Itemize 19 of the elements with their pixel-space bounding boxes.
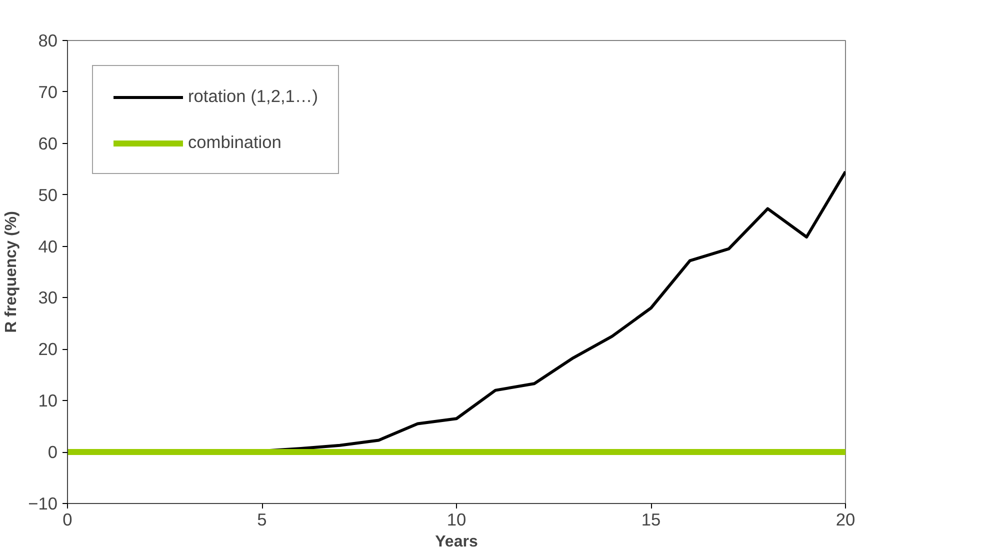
y-tick-label: 20 [38,339,58,360]
x-tick-label: 15 [641,510,661,530]
y-tick-label: 30 [38,288,58,308]
x-tick-label: 10 [446,510,466,530]
y-tick-label: 70 [38,82,58,102]
y-tick-label: 40 [38,236,58,256]
x-tick-label: 0 [62,510,72,530]
y-tick-label: 60 [38,133,58,154]
x-tick-label: 20 [836,510,856,530]
y-axis-title: R frequency (%) [3,211,20,333]
y-tick-label: −10 [28,494,58,514]
y-tick-label: 80 [38,30,58,50]
legend-label: combination [188,132,282,153]
y-tick-label: 0 [48,442,58,462]
legend-label: rotation (1,2,1…) [188,86,318,107]
x-tick-label: 5 [257,510,267,530]
y-tick-label: 50 [38,184,58,205]
x-axis-title: Years [435,534,478,550]
y-tick-label: 10 [38,390,58,411]
